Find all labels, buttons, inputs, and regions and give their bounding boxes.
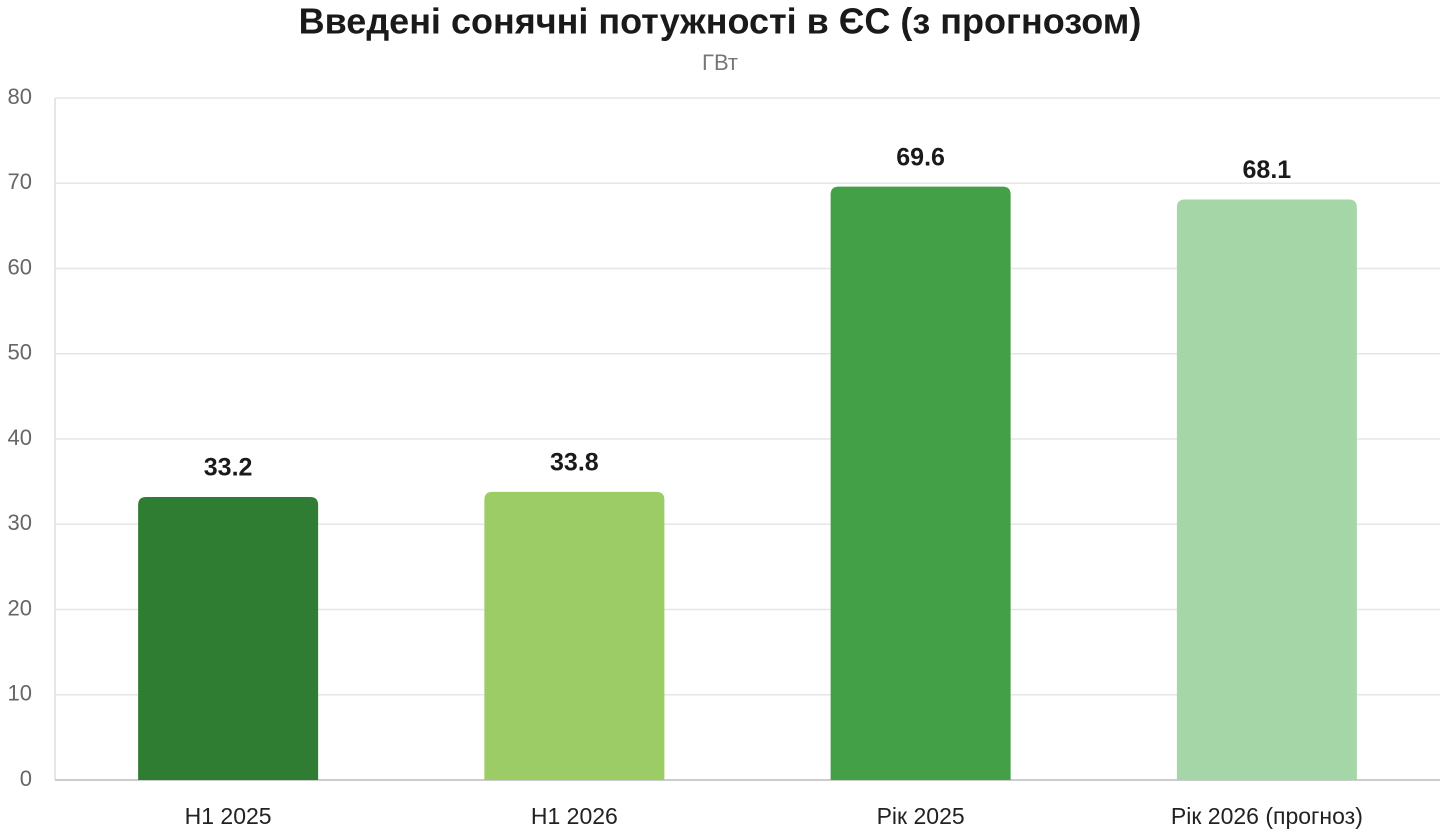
y-tick-label: 10 [8, 681, 32, 706]
value-label: 33.2 [204, 454, 253, 482]
value-label: 68.1 [1243, 156, 1292, 184]
chart-title: Введені сонячні потужності в ЄС (з прогн… [299, 1, 1142, 42]
y-tick-label: 40 [8, 425, 32, 450]
bar [138, 496, 319, 780]
bar [484, 491, 665, 780]
y-tick-label: 70 [8, 169, 32, 194]
y-tick-label: 30 [8, 510, 32, 535]
chart-subtitle: ГВт [702, 50, 738, 75]
bar [830, 186, 1011, 780]
x-tick-label: Рік 2025 [877, 803, 965, 829]
y-tick-label: 20 [8, 595, 32, 620]
bar [1176, 199, 1357, 780]
y-tick-label: 50 [8, 340, 32, 365]
x-tick-label: H1 2025 [185, 803, 272, 829]
y-tick-label: 0 [20, 766, 32, 791]
x-tick-label: Рік 2026 (прогноз) [1171, 803, 1363, 829]
y-tick-label: 80 [8, 84, 32, 109]
value-label: 69.6 [896, 143, 945, 171]
value-label: 33.8 [550, 448, 599, 476]
x-tick-label: H1 2026 [531, 803, 618, 829]
y-tick-label: 60 [8, 254, 32, 279]
